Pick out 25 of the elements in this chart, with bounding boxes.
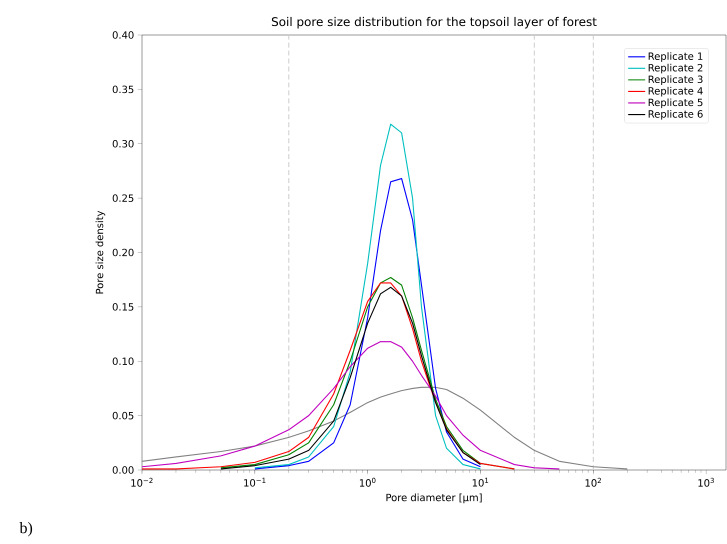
legend-label: Replicate 5 [648, 98, 702, 108]
chart-title: Soil pore size distribution for the topsoil layer of forest [272, 16, 597, 28]
legend-label: Replicate 6 [648, 110, 703, 120]
x-tick-label: 10$^{−2}$ [131, 478, 153, 487]
x-axis-title: Pore diameter [µm] [386, 494, 482, 504]
x-tick-label: 10$^{3}$ [698, 478, 714, 487]
text: b) [20, 522, 32, 536]
legend-label: Replicate 4 [648, 86, 703, 97]
y-axis-title: Pore size density [96, 210, 106, 294]
y-tick-label: 0.25 [112, 194, 134, 202]
x-tick-label: 10$^{−1}$ [244, 478, 266, 487]
x-tick-label: 10$^{0}$ [360, 478, 376, 487]
legend-label: Replicate 1 [648, 52, 702, 62]
y-tick-label: 0.10 [112, 357, 134, 366]
y-tick-label: 0.20 [112, 248, 134, 256]
y-tick-label: 0.00 [112, 466, 134, 474]
y-tick-label: 0.35 [112, 86, 134, 94]
x-tick-label: 10$^{1}$ [472, 478, 488, 487]
y-tick-label: 0.30 [112, 140, 134, 148]
legend-label: Replicate 3 [648, 75, 703, 85]
x-tick-label: 10$^{2}$ [586, 478, 601, 487]
legend-label: Replicate 2 [648, 64, 702, 74]
y-tick-label: 0.40 [112, 31, 134, 39]
y-tick-label: 0.15 [112, 303, 134, 311]
y-tick-label: 0.05 [112, 412, 134, 420]
